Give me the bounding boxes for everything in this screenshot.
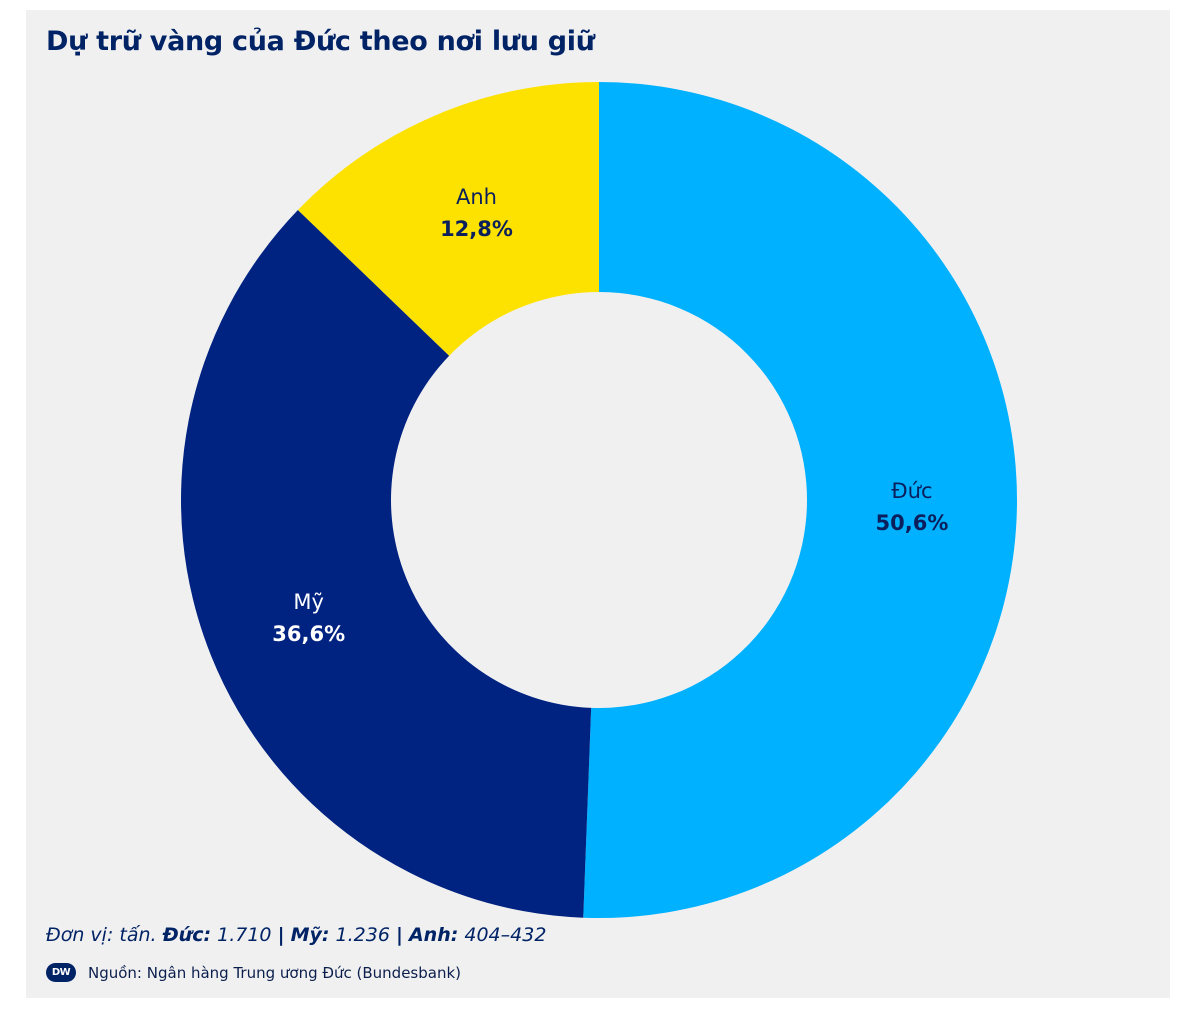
slice-label-2: Anh [456, 185, 497, 209]
footnote-separator: | [277, 924, 285, 946]
donut-slice-2 [297, 82, 599, 356]
footnote-value-duc: 1.710 [217, 924, 272, 946]
chart-title: Dự trữ vàng của Đức theo nơi lưu giữ [46, 26, 595, 57]
slice-value-1: 36,6% [272, 622, 345, 646]
slice-value-2: 12,8% [440, 217, 513, 241]
donut-slice-0 [583, 81, 1018, 919]
slice-value-0: 50,6% [876, 511, 949, 535]
units-footnote: Đơn vị: tấn. Đức: 1.710 | Mỹ: 1.236 | An… [46, 924, 546, 946]
donut-chart: Đức 50,6% Mỹ 36,6% Anh 12,8% [181, 81, 1018, 919]
footnote-name-anh: Anh: [408, 924, 459, 946]
source-line: DW Nguồn: Ngân hàng Trung ương Đức (Bund… [46, 963, 461, 982]
dw-logo: DW [46, 963, 76, 982]
footnote-value-anh: 404–432 [464, 924, 547, 946]
footnote-name-duc: Đức: [162, 924, 212, 946]
source-text: Nguồn: Ngân hàng Trung ương Đức (Bundesb… [88, 963, 461, 982]
donut-slice-1 [181, 210, 592, 918]
slice-label-1: Mỹ [293, 590, 324, 614]
footnote-separator: | [395, 924, 403, 946]
slice-label-0: Đức [891, 479, 932, 503]
footnote-prefix: Đơn vị: tấn. [46, 924, 157, 946]
footnote-name-my: Mỹ: [290, 924, 330, 946]
footnote-value-my: 1.236 [335, 924, 390, 946]
chart-card: Dự trữ vàng của Đức theo nơi lưu giữ Đức… [26, 10, 1170, 998]
